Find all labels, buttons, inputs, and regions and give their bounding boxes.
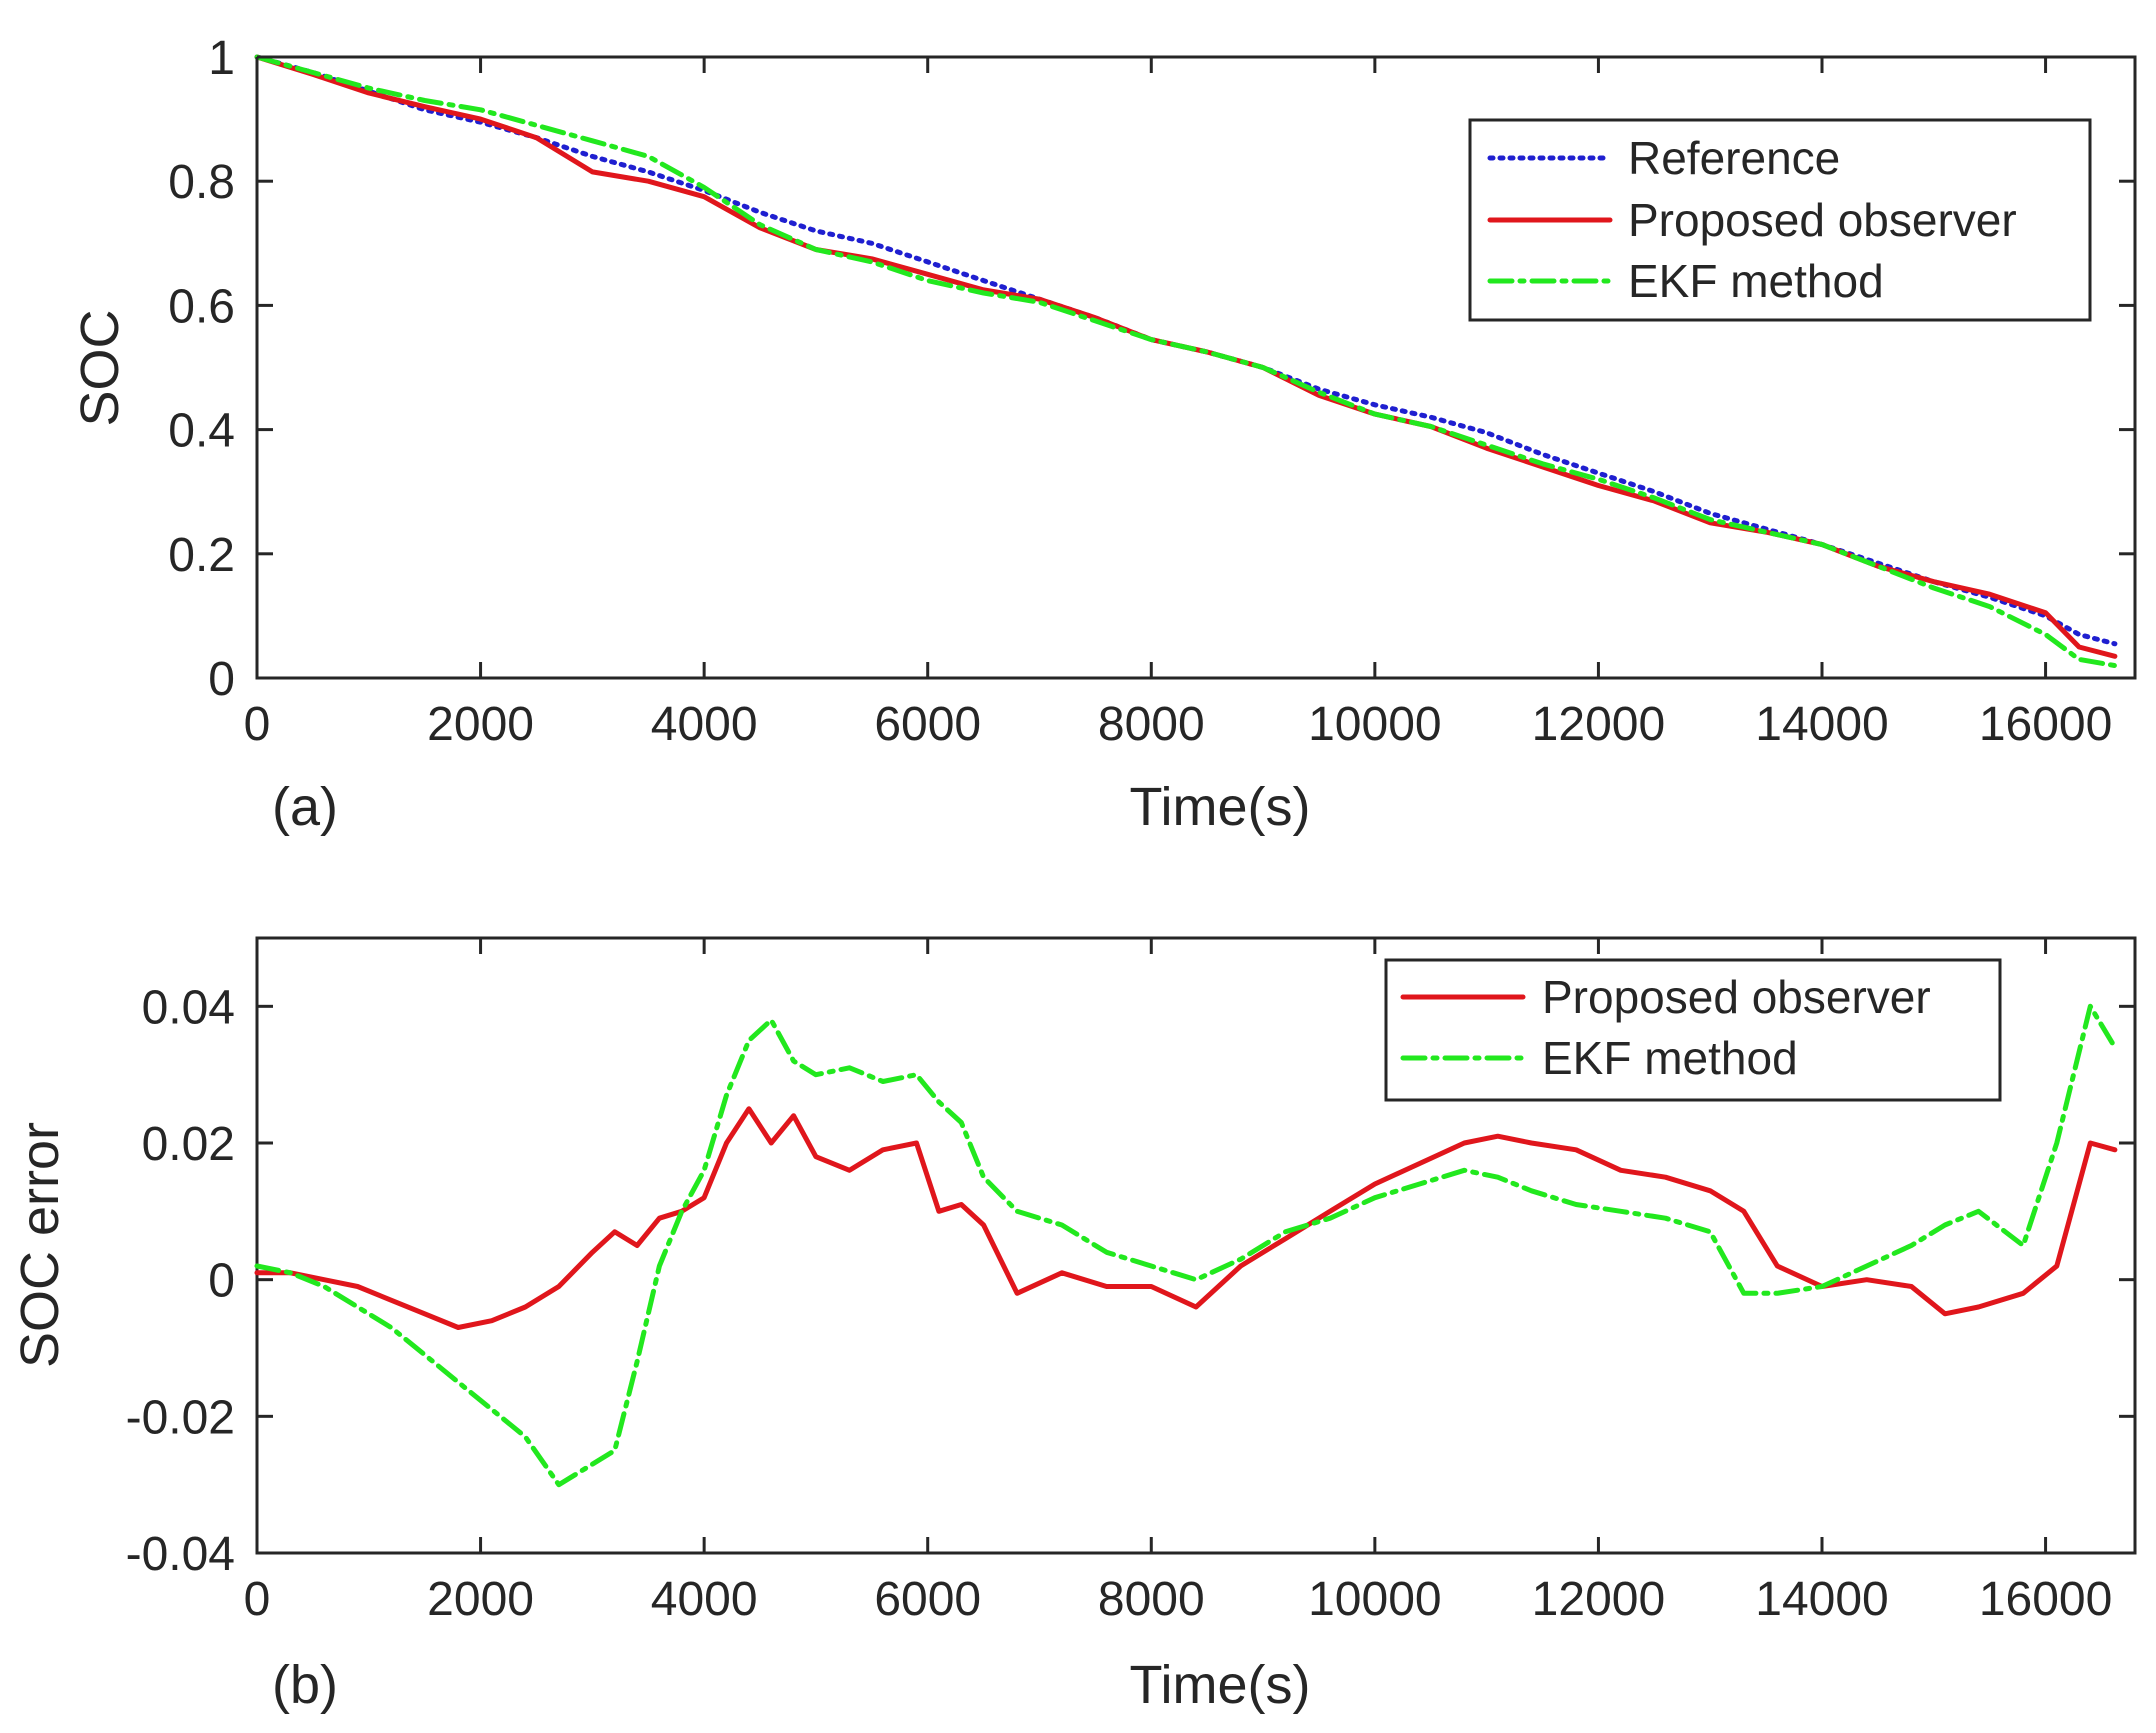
panel-a-xtick-label: 16000 xyxy=(1979,698,2112,751)
panel-a-xtick-label: 10000 xyxy=(1308,698,1441,751)
panel-a-xtick-label: 12000 xyxy=(1532,698,1665,751)
panel-a-plot-frame xyxy=(255,55,2137,680)
panel-a-xtick-label: 4000 xyxy=(651,698,758,751)
panel-b-xtick-label: 10000 xyxy=(1308,1573,1441,1626)
panel-b-ytick-label: 0.02 xyxy=(142,1118,235,1171)
legend-label-proposed-observer-b: Proposed observer xyxy=(1542,971,1931,1023)
panel-b-axis-ticks: 0 2000 4000 6000 8000 10000 12000 14000 16000 -0.… xyxy=(126,938,2135,1626)
panel-b-plot-frame xyxy=(255,936,2137,1555)
legend-label-ekf-method-b: EKF method xyxy=(1542,1032,1798,1084)
panel-a-x-axis-label: Time(s) xyxy=(1130,777,1311,837)
panel-b-ytick-label: 0 xyxy=(208,1255,235,1308)
panel-b-xtick-label: 6000 xyxy=(874,1573,981,1626)
panel-a-series-ekf-method xyxy=(254,54,2118,669)
panel-a-soc-chart: 0 2000 4000 6000 8000 10000 12000 14000 16000 0 0.… xyxy=(70,32,2137,837)
panel-b-y-axis-label: SOC error xyxy=(10,1122,70,1368)
panel-a-xtick-label: 8000 xyxy=(1098,698,1205,751)
panel-b-x-axis-label: Time(s) xyxy=(1130,1655,1311,1715)
panel-b-ytick-label: -0.04 xyxy=(126,1528,235,1581)
panel-a-legend: Reference Proposed observer EKF method xyxy=(1468,118,2092,322)
panel-a-ytick-label: 0.2 xyxy=(168,529,235,582)
panel-b-xtick-label: 2000 xyxy=(427,1573,534,1626)
panel-b-xtick-label: 0 xyxy=(244,1573,271,1626)
legend-label-reference: Reference xyxy=(1628,132,1840,184)
panel-b-series-proposed-observer xyxy=(254,1106,2118,1330)
panel-a-xtick-label: 0 xyxy=(244,698,271,751)
panel-b-legend: Proposed observer EKF method xyxy=(1384,958,2002,1102)
panel-a-series-group xyxy=(254,54,2118,669)
legend-label-ekf-method: EKF method xyxy=(1628,255,1884,307)
panel-a-axis-ticks: 0 2000 4000 6000 8000 10000 12000 14000 16000 0 0.… xyxy=(168,32,2135,751)
panel-a-ytick-label: 1 xyxy=(208,32,235,85)
panel-a-xtick-label: 14000 xyxy=(1755,698,1888,751)
panel-b-tag: (b) xyxy=(272,1655,338,1715)
panel-a-ytick-label: 0.8 xyxy=(168,156,235,209)
panel-b-xtick-label: 16000 xyxy=(1979,1573,2112,1626)
panel-b-series-group xyxy=(254,1003,2118,1488)
panel-a-y-axis-label: SOC xyxy=(70,309,130,426)
panel-a-xtick-label: 6000 xyxy=(874,698,981,751)
panel-a-ytick-label: 0.6 xyxy=(168,280,235,333)
panel-a-xtick-label: 2000 xyxy=(427,698,534,751)
panel-b-xtick-label: 8000 xyxy=(1098,1573,1205,1626)
panel-b-legend-box xyxy=(1384,958,2002,1102)
panel-b-xtick-label: 14000 xyxy=(1755,1573,1888,1626)
panel-b-series-ekf-method xyxy=(254,1003,2118,1488)
panel-a-tag: (a) xyxy=(272,777,338,837)
panel-b-ytick-label: -0.02 xyxy=(126,1391,235,1444)
panel-a-ytick-label: 0.4 xyxy=(168,405,235,458)
panel-b-xtick-label: 4000 xyxy=(651,1573,758,1626)
legend-label-proposed-observer: Proposed observer xyxy=(1628,194,2017,246)
panel-b-xtick-label: 12000 xyxy=(1532,1573,1665,1626)
panel-a-ytick-label: 0 xyxy=(208,653,235,706)
panel-b-ytick-label: 0.04 xyxy=(142,981,235,1034)
panel-b-soc-error-chart: 0 2000 4000 6000 8000 10000 12000 14000 16000 -0.… xyxy=(10,936,2137,1715)
